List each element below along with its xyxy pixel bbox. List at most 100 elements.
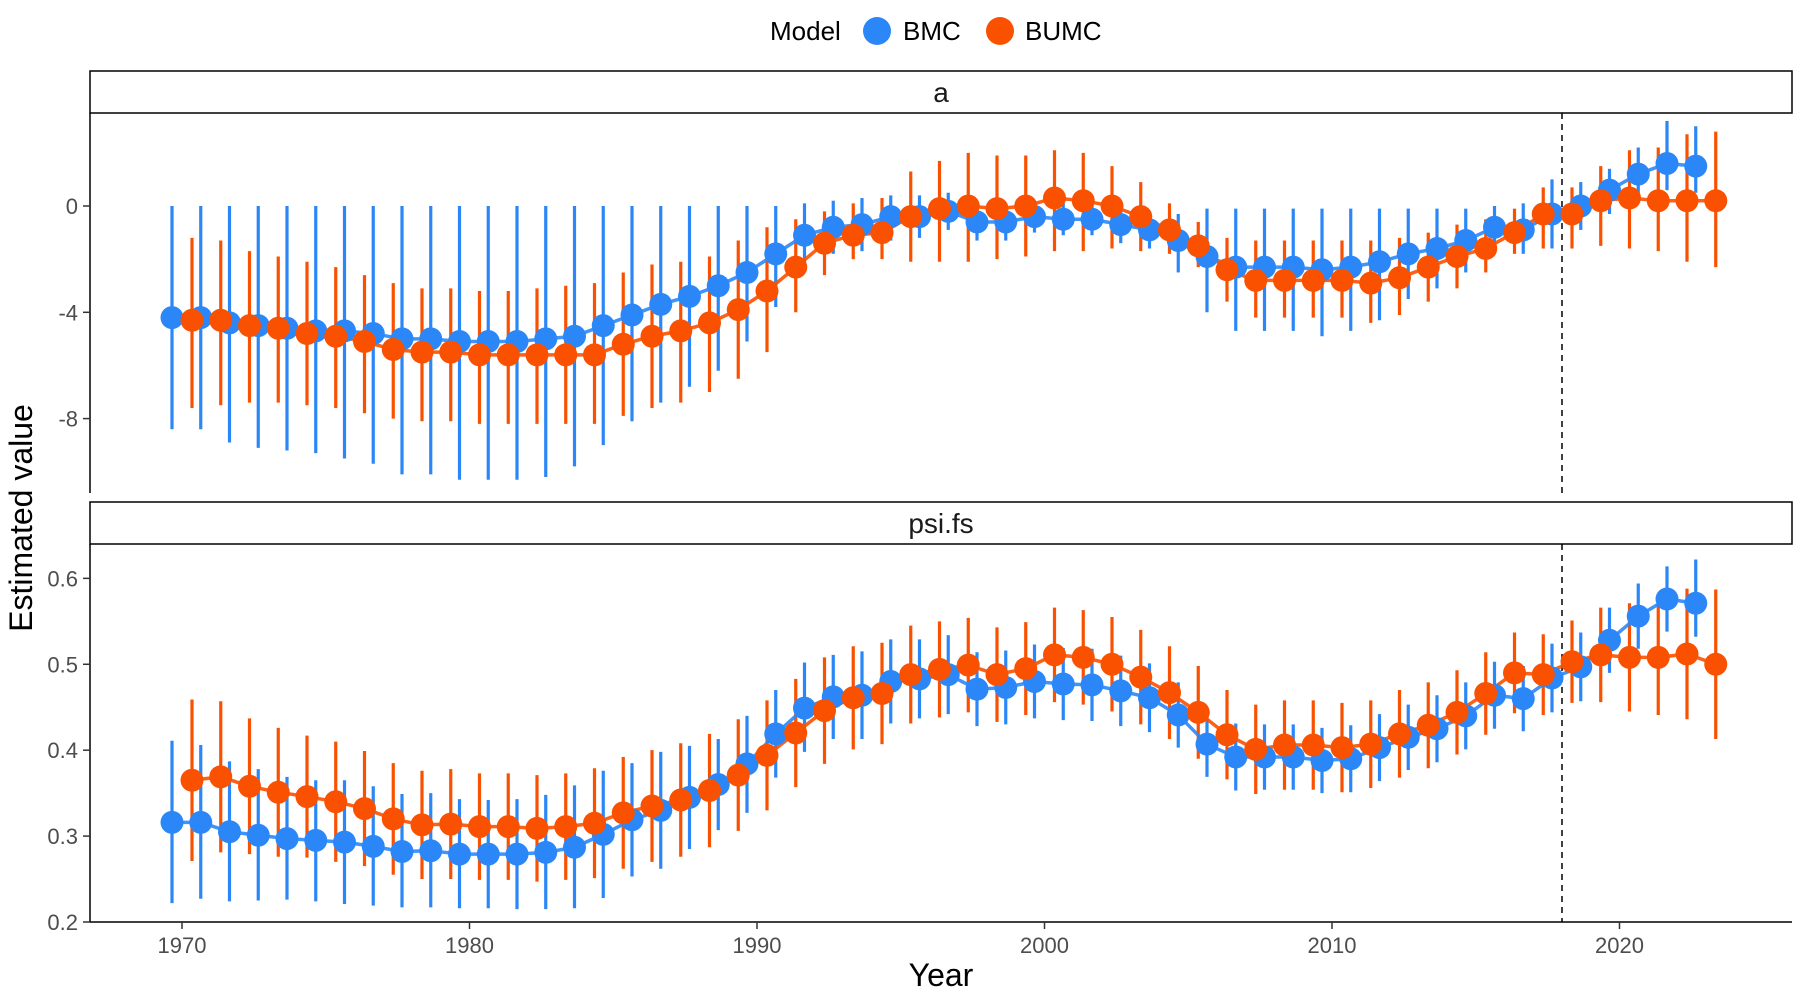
point-bmc-psi-fs [304, 828, 328, 852]
point-bumc-a [353, 330, 376, 354]
x-tick-label: 2010 [1308, 933, 1357, 958]
panel-psi-fs-y-ticks: 0.2 0.3 0.4 0.5 0.6 [47, 566, 90, 935]
point-bmc-a [1080, 207, 1104, 231]
panel-psi-fs: psi.fs 0.2 0.3 0.4 0.5 0.6 [47, 501, 1793, 935]
point-bmc-psi-fs [965, 677, 989, 701]
point-bumc-psi-fs [1129, 665, 1153, 689]
point-bumc-psi-fs [468, 815, 491, 839]
y-tick-label-psi-fs: 0.5 [47, 652, 78, 677]
point-bumc-psi-fs [1704, 652, 1728, 676]
point-bmc-psi-fs [333, 830, 356, 854]
point-bumc-a [899, 205, 923, 229]
y-tick-label-a: -8 [58, 407, 78, 432]
panel-a-y-ticks: 0 -4 -8 [58, 194, 90, 432]
point-bumc-a [1560, 202, 1584, 226]
point-bumc-psi-fs [669, 788, 693, 812]
point-bumc-psi-fs [870, 681, 894, 705]
point-bumc-a [1388, 266, 1411, 290]
y-tick-label-psi-fs: 0.3 [47, 824, 78, 849]
point-bumc-psi-fs [985, 663, 1009, 687]
point-bmc-a [563, 324, 586, 348]
point-bumc-psi-fs [1100, 652, 1124, 676]
point-bumc-a [841, 223, 865, 247]
x-tick-label: 1990 [733, 933, 782, 958]
point-bmc-a [160, 306, 184, 330]
panel-a: a 0 -4 -8 [58, 70, 1793, 493]
point-bmc-psi-fs [419, 839, 443, 863]
legend-key-bumc [986, 17, 1014, 45]
point-bmc-psi-fs [189, 810, 213, 834]
point-bmc-psi-fs [1224, 745, 1248, 769]
point-bumc-a [583, 343, 606, 367]
point-bumc-a [1129, 205, 1153, 229]
point-bmc-a [1425, 237, 1449, 261]
point-bumc-a [1186, 234, 1210, 258]
point-bumc-psi-fs [1330, 736, 1354, 760]
legend-title: Model [770, 16, 841, 46]
point-bumc-a [1675, 189, 1699, 213]
point-bumc-psi-fs [1158, 681, 1181, 705]
point-bumc-a [410, 340, 434, 364]
point-bumc-psi-fs [1014, 657, 1038, 681]
point-bumc-psi-fs [1503, 661, 1526, 685]
point-bumc-a [209, 308, 233, 332]
point-bumc-a [1474, 237, 1498, 261]
point-bmc-a [735, 260, 759, 284]
point-bumc-psi-fs [1043, 643, 1066, 667]
point-bumc-a [381, 338, 405, 362]
point-bmc-psi-fs [1109, 679, 1133, 703]
point-bumc-a [985, 197, 1009, 221]
point-bumc-psi-fs [1071, 645, 1095, 669]
point-bumc-a [1416, 255, 1440, 279]
point-bumc-psi-fs [899, 663, 923, 687]
point-bumc-psi-fs [1244, 737, 1268, 761]
point-bmc-psi-fs [361, 834, 385, 858]
point-bumc-a [1330, 268, 1354, 292]
point-bumc-psi-fs [956, 653, 980, 677]
point-bumc-a [295, 322, 319, 346]
point-bumc-a [870, 221, 894, 245]
point-bumc-psi-fs [1215, 723, 1239, 747]
point-bumc-psi-fs [496, 815, 520, 839]
point-bumc-psi-fs [1474, 681, 1498, 705]
point-bumc-a [669, 319, 693, 343]
point-bumc-a [928, 197, 951, 221]
x-tick-label: 2020 [1595, 933, 1644, 958]
strip-psi-fs-box [89, 501, 1793, 545]
point-bmc-psi-fs [505, 842, 529, 866]
point-bumc-a [554, 343, 578, 367]
strip-a-box [89, 70, 1793, 114]
point-bumc-psi-fs [698, 779, 721, 803]
point-bumc-a [1646, 189, 1670, 213]
point-bumc-psi-fs [381, 807, 405, 831]
strip-a-label: a [933, 77, 949, 108]
point-bumc-psi-fs [1560, 650, 1584, 674]
point-bumc-psi-fs [295, 785, 319, 809]
point-bumc-psi-fs [324, 790, 348, 814]
point-bmc-a [678, 284, 701, 308]
legend-label-bmc: BMC [903, 16, 961, 46]
point-bumc-psi-fs [180, 768, 204, 792]
point-bmc-a [1483, 215, 1506, 239]
point-bumc-psi-fs [640, 794, 664, 818]
panel-a-marks [160, 120, 1728, 480]
point-bumc-a [525, 343, 549, 367]
x-tick-label: 1970 [158, 933, 207, 958]
point-bumc-a [1531, 202, 1555, 226]
point-bmc-a [1684, 154, 1708, 178]
point-bmc-psi-fs [246, 823, 270, 847]
point-bmc-psi-fs [534, 840, 558, 864]
point-bumc-a [1215, 258, 1239, 282]
point-bumc-a [1158, 218, 1181, 242]
point-bumc-psi-fs [353, 797, 376, 821]
point-bumc-a [468, 343, 491, 367]
point-bmc-psi-fs [1626, 604, 1650, 628]
point-bmc-a [1655, 151, 1679, 175]
point-bumc-a [324, 324, 348, 348]
point-bumc-a [726, 298, 750, 322]
point-bumc-a [755, 279, 779, 303]
point-bumc-psi-fs [1618, 645, 1641, 669]
point-bmc-psi-fs [1684, 591, 1708, 615]
point-bmc-psi-fs [160, 810, 184, 834]
